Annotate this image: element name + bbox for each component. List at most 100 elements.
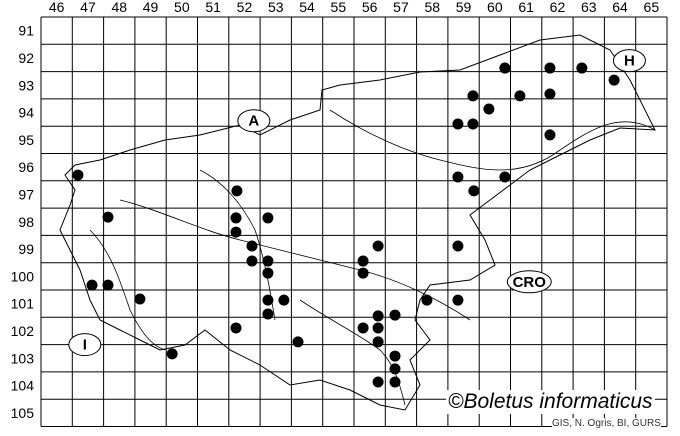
column-label: 56 <box>362 0 378 15</box>
country-labels: A H CRO I <box>68 49 646 357</box>
country-label: A <box>237 109 271 133</box>
record-dot <box>499 171 511 183</box>
record-dot <box>389 376 401 388</box>
column-label: 54 <box>299 0 315 15</box>
record-dot <box>102 279 114 291</box>
country-label: I <box>68 333 102 357</box>
record-dot <box>468 185 480 197</box>
record-dot <box>231 185 243 197</box>
svg-text:CRO: CRO <box>513 274 547 291</box>
river <box>119 199 471 321</box>
row-label: 100 <box>11 268 35 284</box>
record-dot <box>246 255 258 267</box>
record-dot <box>544 88 556 100</box>
record-dot <box>262 267 274 279</box>
record-dot <box>357 267 369 279</box>
record-dot <box>452 294 464 306</box>
record-dot <box>467 118 479 130</box>
column-label: 55 <box>331 0 347 15</box>
record-dot <box>262 308 274 320</box>
country-border <box>59 34 656 411</box>
svg-text:H: H <box>624 53 635 70</box>
record-dot <box>262 255 274 267</box>
row-label: 105 <box>11 405 35 421</box>
column-label: 62 <box>550 0 566 15</box>
record-dot <box>246 240 258 252</box>
record-dot <box>452 240 464 252</box>
column-label: 53 <box>268 0 284 15</box>
record-dot <box>389 363 401 375</box>
record-dot <box>576 62 588 74</box>
column-label: 47 <box>80 0 96 15</box>
record-dot <box>372 376 384 388</box>
record-dot <box>230 212 242 224</box>
river <box>329 109 656 171</box>
row-label: 102 <box>11 323 35 339</box>
row-label: 91 <box>18 23 34 39</box>
record-dot <box>230 322 242 334</box>
record-dot <box>357 322 369 334</box>
column-label: 63 <box>581 0 597 15</box>
svg-text:A: A <box>248 113 259 130</box>
column-label: 60 <box>487 0 503 15</box>
svg-text:I: I <box>83 337 87 354</box>
river <box>89 229 166 351</box>
row-label: 94 <box>18 105 34 121</box>
column-label: 57 <box>393 0 409 15</box>
record-dot <box>262 212 274 224</box>
column-label: 58 <box>424 0 440 15</box>
copyright-text: ©Boletus informaticus <box>446 390 655 414</box>
record-dot <box>278 294 290 306</box>
country-label: H <box>612 49 646 73</box>
record-dot <box>544 129 556 141</box>
slovenia-outline <box>59 34 656 411</box>
row-label: 98 <box>18 214 34 230</box>
record-dot <box>421 294 433 306</box>
record-dot <box>389 309 401 321</box>
record-dot <box>372 336 384 348</box>
column-label: 65 <box>644 0 660 15</box>
record-dot <box>230 226 242 238</box>
row-label: 92 <box>18 50 34 66</box>
column-label: 49 <box>143 0 159 15</box>
river <box>199 169 276 321</box>
record-dot <box>372 310 384 322</box>
record-dot <box>292 336 304 348</box>
record-dot <box>544 62 556 74</box>
record-dot <box>608 74 620 86</box>
record-dot <box>514 90 526 102</box>
row-label: 97 <box>18 186 34 202</box>
row-label: 95 <box>18 132 34 148</box>
grid-labels: 46 47 48 49 50 51 52 53 54 55 56 57 58 59 60 61 62 63 64 65… <box>11 0 660 421</box>
record-dot <box>499 62 511 74</box>
records <box>72 62 620 388</box>
record-dot <box>102 211 114 223</box>
row-label: 99 <box>18 241 34 257</box>
credits-text: GIS, N. Ogris, BI, GURS <box>552 418 661 429</box>
record-dot <box>86 279 98 291</box>
record-dot <box>166 348 178 360</box>
row-label: 101 <box>11 296 35 312</box>
record-dot <box>389 350 401 362</box>
column-label: 52 <box>237 0 253 15</box>
row-label: 93 <box>18 77 34 93</box>
grid <box>40 16 668 427</box>
column-label: 59 <box>456 0 472 15</box>
column-label: 64 <box>612 0 628 15</box>
column-label: 51 <box>205 0 221 15</box>
row-label: 96 <box>18 159 34 175</box>
record-dot <box>452 118 464 130</box>
record-dot <box>483 103 495 115</box>
row-label: 103 <box>11 350 35 366</box>
record-dot <box>134 293 146 305</box>
column-label: 48 <box>111 0 127 15</box>
row-label: 104 <box>11 378 35 394</box>
record-dot <box>372 240 384 252</box>
column-label: 61 <box>518 0 534 15</box>
column-label: 46 <box>49 0 65 15</box>
record-dot <box>262 294 274 306</box>
river <box>299 299 406 406</box>
record-dot <box>452 171 464 183</box>
